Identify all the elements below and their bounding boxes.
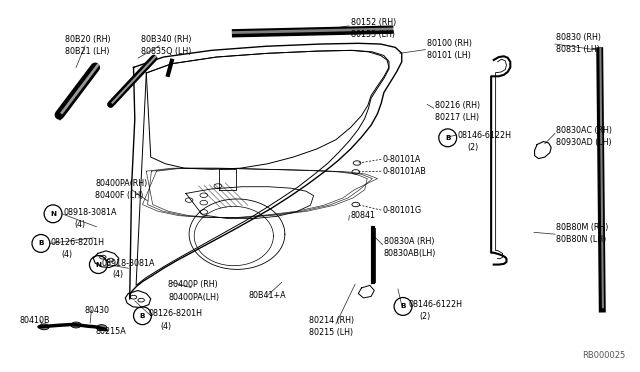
Text: B: B <box>400 304 406 310</box>
Text: 80831 (LH): 80831 (LH) <box>556 45 600 54</box>
Text: 80830AC (RH): 80830AC (RH) <box>556 126 612 135</box>
Text: 80B21 (LH): 80B21 (LH) <box>65 47 109 56</box>
Text: (4): (4) <box>61 250 72 259</box>
Text: 80B41+A: 80B41+A <box>248 291 286 300</box>
Text: 80430: 80430 <box>85 306 110 315</box>
Text: 0-80101G: 0-80101G <box>383 206 422 215</box>
Text: 80B340 (RH): 80B340 (RH) <box>141 35 192 44</box>
Text: 08918-3081A: 08918-3081A <box>63 208 116 217</box>
Text: B: B <box>445 135 451 141</box>
Text: (4): (4) <box>161 321 172 331</box>
Text: 80400PA(LH): 80400PA(LH) <box>168 293 219 302</box>
Text: 80400F (LH): 80400F (LH) <box>95 191 143 200</box>
Text: 80B80M (RH): 80B80M (RH) <box>556 223 609 232</box>
Text: 08126-8201H: 08126-8201H <box>149 310 203 318</box>
Text: 80101 (LH): 80101 (LH) <box>428 51 471 60</box>
Text: 08126-8201H: 08126-8201H <box>51 238 104 247</box>
Text: (4): (4) <box>113 270 124 279</box>
Text: 80214 (RH): 80214 (RH) <box>308 316 354 325</box>
Text: (2): (2) <box>467 143 478 152</box>
Text: 80153 (LH): 80153 (LH) <box>351 30 395 39</box>
Text: 80830AB(LH): 80830AB(LH) <box>384 249 436 258</box>
Text: (2): (2) <box>419 312 430 321</box>
Circle shape <box>71 322 81 328</box>
Text: 80216 (RH): 80216 (RH) <box>435 101 480 110</box>
Text: RB000025: RB000025 <box>582 351 625 360</box>
Text: 80400P (RH): 80400P (RH) <box>168 280 218 289</box>
Text: 0-80101A: 0-80101A <box>383 155 421 164</box>
Text: N: N <box>50 211 56 217</box>
Text: 80930AD (LH): 80930AD (LH) <box>556 138 612 147</box>
Circle shape <box>39 324 49 330</box>
Text: 80835Q (LH): 80835Q (LH) <box>141 47 191 56</box>
Text: 80841: 80841 <box>351 211 376 220</box>
Text: B: B <box>38 240 44 246</box>
Text: 80217 (LH): 80217 (LH) <box>435 113 479 122</box>
Text: 08146-6122H: 08146-6122H <box>458 131 511 141</box>
Text: 80215A: 80215A <box>95 327 126 336</box>
Text: 08918-3081A: 08918-3081A <box>102 259 155 267</box>
Circle shape <box>97 325 107 331</box>
Text: 80152 (RH): 80152 (RH) <box>351 19 396 28</box>
Text: 80215 (LH): 80215 (LH) <box>308 328 353 337</box>
Text: 80830A (RH): 80830A (RH) <box>384 237 435 246</box>
Text: (4): (4) <box>74 220 85 229</box>
Text: 0-80101AB: 0-80101AB <box>383 167 426 176</box>
Text: 80B20 (RH): 80B20 (RH) <box>65 35 110 44</box>
Text: 80B80N (LH): 80B80N (LH) <box>556 235 607 244</box>
Text: 80400PA(RH): 80400PA(RH) <box>95 179 147 188</box>
Text: B: B <box>140 313 145 319</box>
Text: 80100 (RH): 80100 (RH) <box>428 39 472 48</box>
Text: 80410B: 80410B <box>20 316 51 325</box>
Text: N: N <box>95 262 101 267</box>
Text: 08146-6122H: 08146-6122H <box>408 300 462 309</box>
Text: 80830 (RH): 80830 (RH) <box>556 33 602 42</box>
